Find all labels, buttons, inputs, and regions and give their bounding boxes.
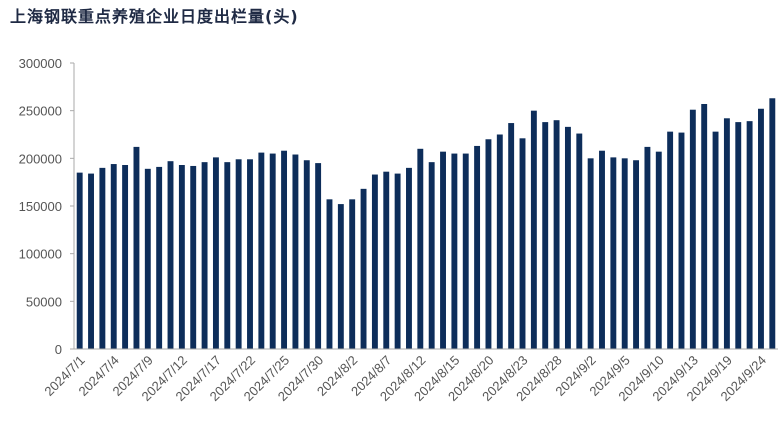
bar [394,173,401,349]
bar [428,162,435,349]
bar [451,153,458,349]
bar [144,168,151,349]
bar [508,123,515,349]
bar [712,131,719,349]
bar [633,160,640,349]
bar [599,150,605,349]
y-tick-label: 50000 [26,294,62,309]
bar [667,131,674,349]
bar [576,133,583,349]
bar [530,110,537,349]
bar [769,98,776,350]
bar [269,153,276,349]
bar [315,163,322,349]
bar [701,103,708,350]
bars [76,98,776,350]
bar [258,152,265,349]
y-tick-label: 200000 [19,151,62,166]
bar [440,151,446,349]
bar [326,199,333,349]
bar [610,157,617,349]
bar [519,138,526,349]
bar [496,134,503,349]
bar [621,158,628,349]
bar [292,154,299,349]
bar [564,126,571,350]
bar [156,166,163,349]
bar [360,188,367,349]
bar [746,121,753,350]
bar [678,132,685,349]
bar [644,146,651,349]
bar [542,122,549,349]
bar [553,120,560,349]
bar [383,171,390,349]
bar [462,153,469,349]
bar [485,139,492,349]
bar [212,157,219,349]
bar [235,159,242,349]
bar [190,165,197,349]
y-axis: 0 50000 100000 150000 200000 250000 300000 [19,56,75,357]
y-tick-label: 0 [55,342,62,357]
bar [167,161,174,349]
bar [178,165,185,349]
bar [406,167,412,349]
bar [758,108,764,349]
bar [337,204,344,349]
bar [110,164,117,349]
bar [99,167,106,349]
bar [655,151,662,349]
bar [88,173,94,349]
bar [587,158,594,349]
bar [349,199,356,349]
bar [224,162,231,349]
bar [133,146,140,349]
bar [122,165,129,349]
bar [735,122,742,349]
bar [371,174,378,349]
bar [247,159,253,349]
bar [281,150,288,349]
bar [76,172,83,349]
bar [303,160,310,349]
bar [689,109,696,350]
chart-title: 上海钢联重点养殖企业日度出栏量(头) [10,7,299,26]
y-tick-label: 250000 [19,104,62,119]
y-tick-label: 100000 [19,247,62,262]
bar [417,148,424,349]
y-tick-label: 300000 [19,56,62,71]
bar [474,145,481,349]
y-tick-label: 150000 [19,199,62,214]
x-axis: 2024/7/12024/7/42024/7/92024/7/122024/7/… [41,348,778,404]
bar [201,162,208,349]
bar [723,118,730,349]
